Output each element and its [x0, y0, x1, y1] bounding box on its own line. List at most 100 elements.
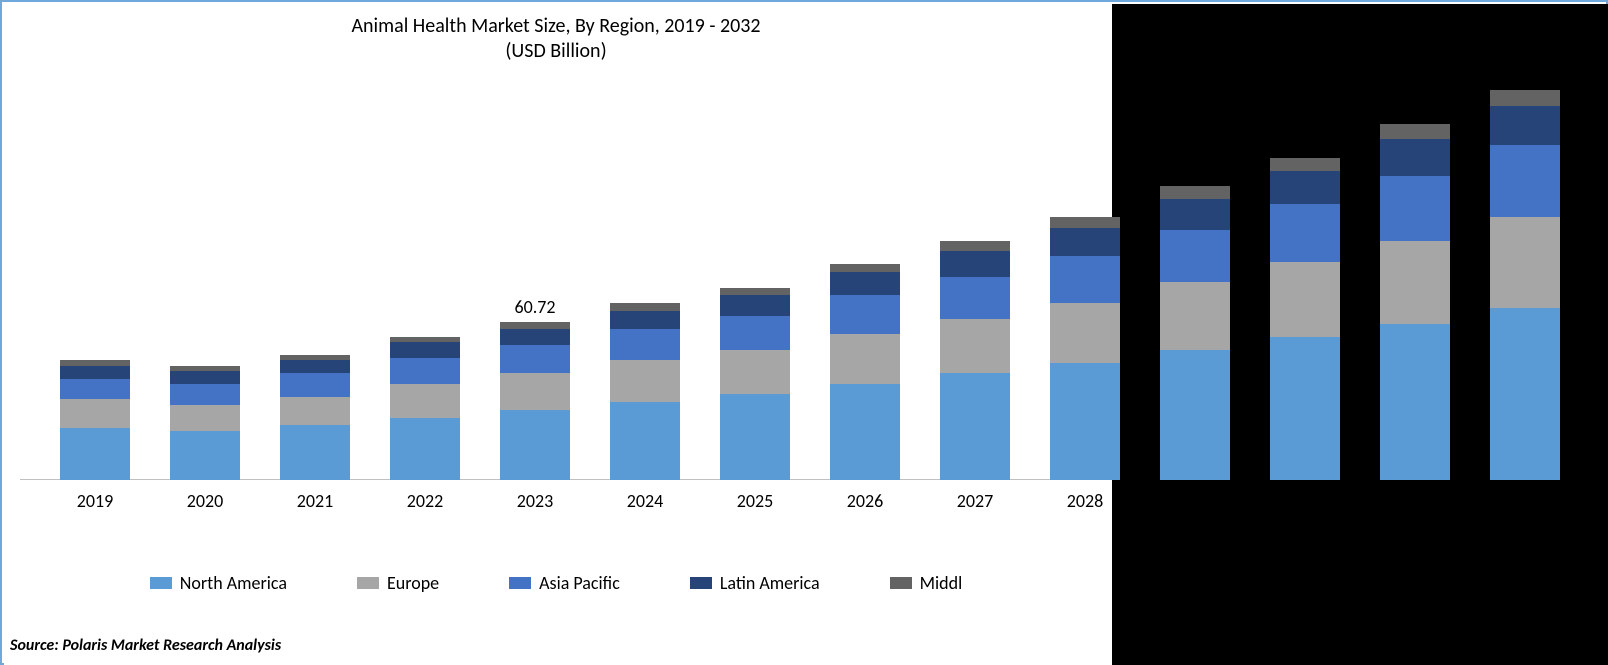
bar-segment [170, 371, 240, 384]
bar-segment [1050, 363, 1120, 480]
bar-segment [170, 384, 240, 405]
bar-2030 [1270, 158, 1340, 480]
x-axis-label: 2019 [35, 490, 155, 512]
x-axis-label: 2020 [145, 490, 265, 512]
legend-label: Latin America [720, 572, 820, 594]
bar-segment [170, 405, 240, 431]
legend: North America Europe Asia Pacific Latin … [2, 572, 1110, 594]
bar-segment [1380, 241, 1450, 324]
bar-2027 [940, 241, 1010, 480]
x-axis-label: 2028 [1025, 490, 1145, 512]
bar-segment [1160, 186, 1230, 199]
bar-segment [60, 366, 130, 379]
bar-segment [610, 360, 680, 402]
bar-segment [1380, 139, 1450, 175]
bar-segment [610, 402, 680, 480]
bar-segment [1490, 217, 1560, 308]
plot-area [20, 90, 1578, 480]
bar-segment [500, 373, 570, 409]
bar-segment [830, 264, 900, 272]
bar-2026 [830, 264, 900, 480]
bar-segment [1270, 204, 1340, 261]
legend-label: Europe [387, 572, 439, 594]
bar-segment [500, 322, 570, 329]
bar-segment [500, 410, 570, 480]
bar-2020 [170, 366, 240, 480]
bar-segment [1380, 124, 1450, 140]
bar-2024 [610, 303, 680, 480]
bar-2023 [500, 322, 570, 480]
bar-segment [170, 431, 240, 480]
bar-segment [940, 241, 1010, 251]
legend-swatch-icon [890, 577, 912, 589]
bar-value-label: 60.72 [475, 296, 595, 318]
x-axis-label: 2027 [915, 490, 1035, 512]
x-axis-label: 2026 [805, 490, 925, 512]
bar-segment [1490, 90, 1560, 106]
bar-segment [720, 288, 790, 296]
x-axis-label: 2023 [475, 490, 595, 512]
legend-item-europe: Europe [357, 572, 439, 594]
bar-segment [720, 295, 790, 316]
bar-segment [940, 277, 1010, 319]
bar-segment [390, 358, 460, 384]
bar-segment [280, 360, 350, 373]
bar-segment [1160, 199, 1230, 230]
bar-2031 [1380, 124, 1450, 480]
bar-segment [830, 334, 900, 383]
bar-segment [1050, 217, 1120, 227]
bar-segment [60, 399, 130, 428]
bar-segment [1160, 350, 1230, 480]
bar-segment [1380, 176, 1450, 241]
bar-segment [1490, 308, 1560, 480]
bar-segment [1270, 158, 1340, 171]
legend-label: Asia Pacific [539, 572, 620, 594]
bar-segment [720, 350, 790, 394]
bar-2019 [60, 360, 130, 480]
bar-segment [610, 329, 680, 360]
bar-segment [1050, 228, 1120, 257]
bar-2022 [390, 337, 460, 480]
bar-segment [940, 373, 1010, 480]
bar-segment [940, 251, 1010, 277]
bar-2028 [1050, 217, 1120, 480]
legend-swatch-icon [690, 577, 712, 589]
legend-item-latin-america: Latin America [690, 572, 820, 594]
bar-segment [280, 373, 350, 396]
source-text: Source: Polaris Market Research Analysis [10, 636, 281, 655]
bar-segment [60, 428, 130, 480]
bar-segment [1160, 282, 1230, 350]
bar-segment [390, 418, 460, 480]
x-axis-label: 2025 [695, 490, 815, 512]
bar-segment [830, 295, 900, 334]
bar-segment [1270, 262, 1340, 337]
bar-segment [830, 384, 900, 480]
bar-segment [1160, 230, 1230, 282]
bar-segment [720, 316, 790, 350]
chart-title: Animal Health Market Size, By Region, 20… [2, 14, 1110, 64]
bar-segment [390, 342, 460, 358]
bar-2032 [1490, 90, 1560, 480]
bar-segment [610, 303, 680, 311]
legend-swatch-icon [509, 577, 531, 589]
bar-segment [1380, 324, 1450, 480]
bar-2025 [720, 288, 790, 480]
title-line-1: Animal Health Market Size, By Region, 20… [2, 14, 1110, 39]
bar-segment [280, 425, 350, 480]
bar-segment [500, 345, 570, 374]
x-axis-label: 2021 [255, 490, 375, 512]
chart-frame: Animal Health Market Size, By Region, 20… [0, 0, 1608, 665]
bar-segment [280, 397, 350, 426]
x-axis-label: 2022 [365, 490, 485, 512]
bar-segment [60, 379, 130, 400]
title-line-2: (USD Billion) [2, 39, 1110, 64]
bar-2021 [280, 355, 350, 480]
legend-item-north-america: North America [150, 572, 287, 594]
bar-segment [830, 272, 900, 295]
bar-segment [940, 319, 1010, 374]
bar-2029 [1160, 186, 1230, 480]
legend-swatch-icon [357, 577, 379, 589]
bar-segment [1050, 303, 1120, 363]
bar-segment [1050, 256, 1120, 303]
legend-swatch-icon [150, 577, 172, 589]
